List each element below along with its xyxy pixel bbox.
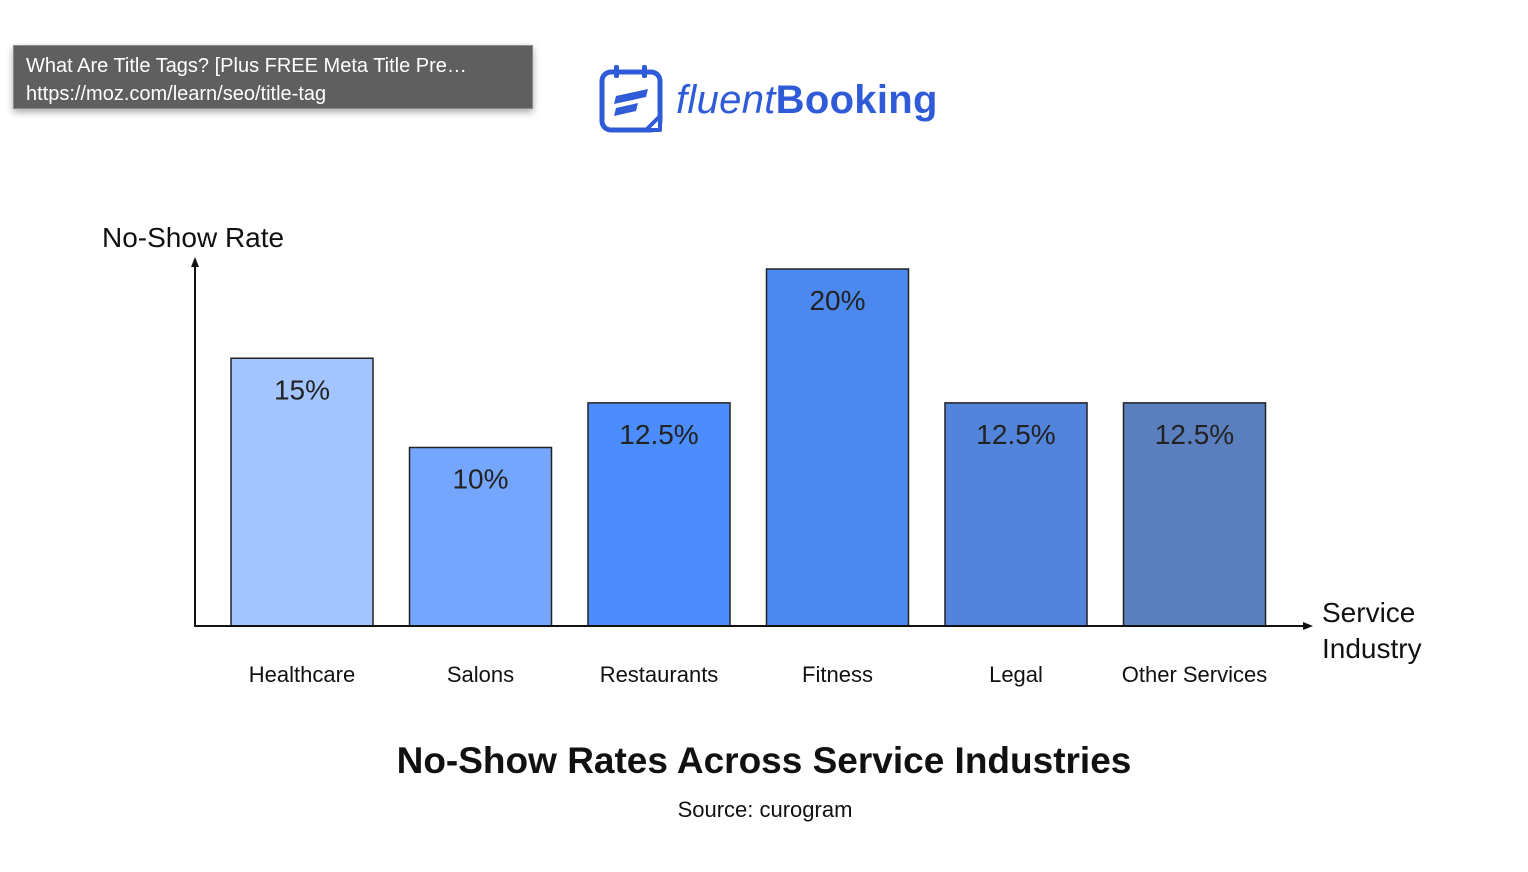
bar-value-label: 10%	[452, 464, 508, 495]
bars-layer: 15% Healthcare 10% Salons 12.5% Restaurants 20…	[230, 268, 1268, 687]
logo-text-bold: Booking	[775, 78, 938, 122]
bar-value-label: 12.5%	[1155, 419, 1234, 450]
logo-text-light: fluent	[676, 78, 776, 122]
category-label: Other Services	[1122, 662, 1268, 687]
category-label: Fitness	[802, 662, 873, 687]
x-axis-label-line-2: Industry	[1322, 633, 1422, 664]
x-axis-label: Service Industry	[1322, 597, 1423, 664]
fluentbooking-logo: fluentBooking	[598, 63, 938, 137]
link-preview-tooltip: What Are Title Tags? [Plus FREE Meta Tit…	[13, 45, 533, 109]
bar-value-label: 15%	[274, 374, 330, 405]
y-axis-label: No-Show Rate	[102, 222, 284, 253]
tooltip-url: https://moz.com/learn/seo/title-tag	[26, 83, 327, 105]
category-label: Legal	[989, 662, 1043, 687]
bar-value-label: 12.5%	[619, 419, 698, 450]
bar-restaurants	[587, 402, 731, 627]
bar-chart: 15% Healthcare 10% Salons 12.5% Restaurants 20…	[102, 222, 1423, 687]
x-axis-label-line-1: Service	[1322, 597, 1415, 628]
logo-wordmark: fluentBooking	[676, 80, 938, 120]
bar-healthcare	[230, 357, 374, 627]
bar-legal	[944, 402, 1088, 627]
bar-value-label: 12.5%	[976, 419, 1055, 450]
bar-other-services	[1122, 402, 1267, 627]
calendar-icon	[599, 65, 663, 133]
bar-fitness	[765, 268, 910, 627]
category-label: Restaurants	[600, 662, 719, 687]
bar-salons	[408, 446, 553, 627]
bar-value-label: 20%	[809, 285, 865, 316]
tooltip-title: What Are Title Tags? [Plus FREE Meta Tit…	[26, 55, 467, 77]
chart-title: No-Show Rates Across Service Industries	[396, 740, 1132, 781]
category-label: Healthcare	[249, 662, 355, 687]
chart-source: Source: curogram	[677, 797, 853, 822]
category-label: Salons	[447, 662, 514, 687]
